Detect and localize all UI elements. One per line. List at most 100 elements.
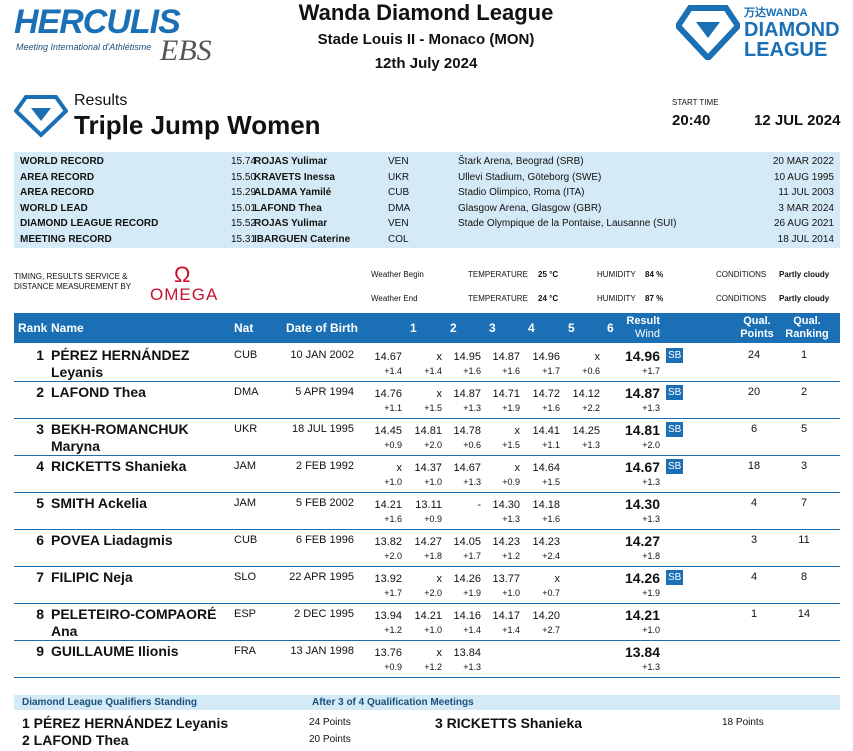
attempt-5: 14.64: [532, 462, 560, 474]
qual-points: 1: [750, 608, 758, 620]
qual-ranking: 3: [800, 460, 808, 472]
attempt-4: x: [514, 425, 521, 437]
athlete-result-wind: +1.3: [642, 477, 660, 487]
record-row: AREA RECORD 15.50 KRAVETS Inessa UKR Ullevi …: [14, 170, 840, 186]
col-qual-points-line1: Qual.: [743, 315, 771, 327]
qual-points: 6: [750, 423, 758, 435]
athlete-nat: CUB: [234, 349, 258, 361]
col-result: Result Wind: [614, 315, 660, 341]
humidity-label: HUMIDITY: [597, 270, 636, 279]
athlete-dob: 2 FEB 1992: [295, 460, 354, 472]
athlete-nat: CUB: [234, 534, 258, 546]
attempt-6: x: [594, 351, 601, 363]
athlete-name: BEKH-ROMANCHUK Maryna: [51, 421, 189, 454]
athlete-result-wind: +1.8: [642, 551, 660, 561]
attempt-1: 13.76: [374, 647, 402, 659]
attempt-2-wind: +1.5: [424, 403, 442, 413]
attempt-1: 13.92: [374, 573, 402, 585]
col-dob: Date of Birth: [286, 321, 358, 335]
season-best-badge: SB: [666, 422, 684, 437]
attempt-2-wind: +2.0: [424, 440, 442, 450]
attempt-4: 14.23: [492, 536, 520, 548]
start-time-label: START TIME: [672, 98, 719, 107]
athlete-result: 13.84: [624, 644, 660, 660]
attempt-4: 14.17: [492, 610, 520, 622]
attempt-5-wind: +1.6: [542, 403, 560, 413]
athlete-rank: 4: [36, 458, 44, 474]
record-date: 10 AUG 1995: [773, 171, 834, 183]
timing-credit: TIMING, RESULTS SERVICE & DISTANCE MEASU…: [14, 272, 132, 291]
record-performance: 15.29: [230, 187, 256, 199]
col-nat: Nat: [234, 321, 254, 335]
athlete-name: PELETEIRO-COMPAORÉ Ana: [51, 606, 217, 639]
attempt-3: 14.26: [453, 573, 481, 585]
standing-points-1: 24 Points: [309, 717, 351, 728]
results-table-header: Rank Name Nat Date of Birth 1 2 3 4 5 6 …: [14, 313, 840, 343]
event-header: Results Triple Jump Women START TIME 20:…: [14, 92, 844, 148]
attempt-5: 14.20: [532, 610, 560, 622]
attempt-1-wind: +1.7: [384, 588, 402, 598]
attempt-5: 14.41: [532, 425, 560, 437]
attempt-4: 14.30: [492, 499, 520, 511]
attempt-3-wind: +1.3: [463, 662, 481, 672]
athlete-rank: 6: [36, 532, 44, 548]
attempt-6-wind: +0.6: [582, 366, 600, 376]
record-nat: VEN: [388, 156, 409, 167]
season-best-badge: SB: [666, 348, 684, 363]
season-best-badge: SB: [666, 459, 684, 474]
col-name: Name: [51, 321, 84, 335]
record-nat: DMA: [388, 202, 411, 214]
record-athlete: ROJAS Yulimar: [254, 218, 328, 230]
season-best-badge: SB: [666, 385, 684, 400]
table-row: 2 LAFOND Thea DMA 5 APR 1994 14.76 +1.1 x +1.5 1…: [14, 382, 840, 419]
diamond-logo-line1: DIAMOND: [744, 19, 840, 41]
athlete-result: 14.96: [624, 348, 660, 364]
athlete-result-wind: +2.0: [642, 440, 660, 450]
athlete-name: SMITH Ackelia: [51, 495, 147, 511]
attempt-6: 14.25: [572, 425, 600, 437]
standing-points-3: 18 Points: [722, 717, 764, 728]
table-row: 9 GUILLAUME Ilionis FRA 13 JAN 1998 13.76 +0.…: [14, 641, 840, 678]
attempt-5-wind: +1.7: [542, 366, 560, 376]
athlete-result: 14.30: [624, 496, 660, 512]
record-nat: CUB: [388, 187, 410, 199]
record-name: WORLD RECORD: [20, 156, 104, 167]
attempt-2: x: [436, 647, 443, 659]
attempt-4: 14.71: [492, 388, 520, 400]
athlete-rank: 9: [36, 643, 44, 659]
record-row: WORLD LEAD 15.01 LAFOND Thea DMA Glasgow Are…: [14, 201, 840, 217]
season-best-badge: SB: [666, 570, 684, 585]
records-table: WORLD RECORD 15.74 ROJAS Yulimar VEN Štark A…: [14, 152, 840, 248]
record-date: 26 AUG 2021: [773, 218, 834, 230]
table-row: 3 BEKH-ROMANCHUK Maryna UKR 18 JUL 1995 14.4…: [14, 419, 840, 456]
record-performance: 15.01: [230, 202, 256, 214]
record-athlete: LAFOND Thea: [254, 202, 322, 214]
attempt-2: 14.81: [414, 425, 442, 437]
attempt-5-wind: +2.4: [542, 551, 560, 561]
athlete-nat: UKR: [234, 423, 258, 435]
table-row: 6 POVEA Liadagmis CUB 6 FEB 1996 13.82 +2.0 14…: [14, 530, 840, 567]
end-conditions: Partly cloudy: [779, 294, 830, 303]
athlete-nat: FRA: [234, 645, 256, 657]
record-nat: COL: [388, 234, 409, 245]
attempt-3: 14.95: [453, 351, 481, 363]
attempt-3: -: [477, 499, 481, 511]
diamond-icon: [14, 95, 68, 138]
wanda-logo-text: 万达WANDA: [744, 7, 808, 19]
attempt-4-wind: +1.6: [502, 366, 520, 376]
diamond-league-diamond-icon: [674, 5, 742, 63]
athlete-result: 14.81: [624, 422, 660, 438]
athlete-result-wind: +1.3: [642, 514, 660, 524]
attempt-3-wind: +1.3: [463, 403, 481, 413]
record-venue: Štark Arena, Beograd (SRB): [458, 156, 584, 167]
attempt-5: 14.96: [532, 351, 560, 363]
attempt-1-wind: +1.2: [384, 625, 402, 635]
record-venue: Ullevi Stadium, Göteborg (SWE): [458, 171, 602, 183]
attempt-6: 14.12: [572, 388, 600, 400]
athlete-dob: 5 FEB 2002: [295, 497, 354, 509]
record-athlete: KRAVETS Inessa: [254, 171, 335, 183]
begin-humidity: 84 %: [645, 270, 664, 279]
begin-conditions: Partly cloudy: [779, 270, 830, 279]
athlete-dob: 13 JAN 1998: [290, 645, 354, 657]
athlete-name: RICKETTS Shanieka: [51, 458, 187, 474]
